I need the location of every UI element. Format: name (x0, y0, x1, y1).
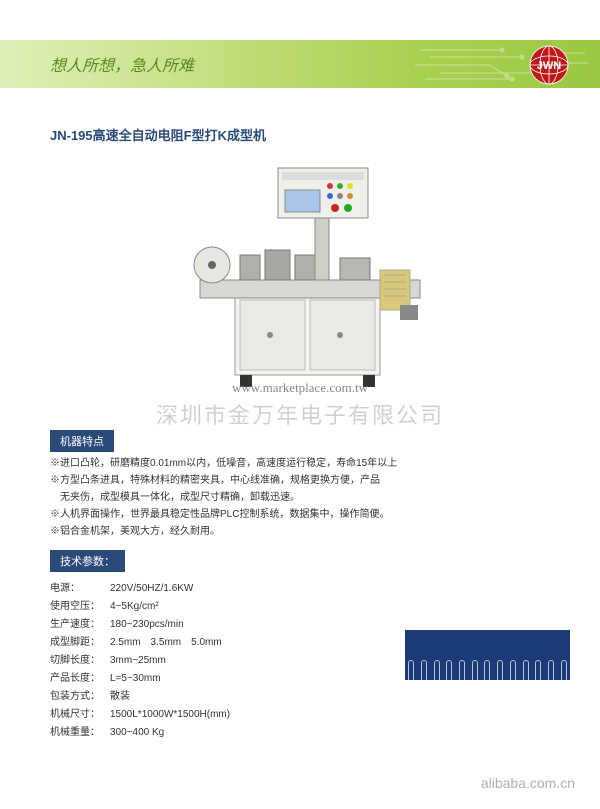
feature-line: ※进口凸轮，研磨精度0.01mm以内，低噪音，高速度运行稳定，寿命15年以上 (50, 455, 530, 472)
header-band: 想人所想，急人所难 JWN (0, 40, 600, 88)
svg-text:JWN: JWN (537, 60, 562, 72)
features-list: ※进口凸轮，研磨精度0.01mm以内，低噪音，高速度运行稳定，寿命15年以上 ※… (50, 455, 530, 540)
feature-line: 无夹伤，成型模具一体化，成型尺寸精确，卸载迅速。 (50, 489, 530, 506)
spec-row: 机械重量：300~400 Kg (50, 724, 350, 742)
spec-row: 使用空压：4~5Kg/cm² (50, 598, 350, 616)
specs-list: 电源：220V/50HZ/1.6KW 使用空压：4~5Kg/cm² 生产速度：1… (50, 580, 350, 742)
spec-row: 产品长度：L=5~30mm (50, 670, 350, 688)
footer-url: alibaba.com.cn (481, 775, 575, 791)
watermark-company: 深圳市金万年电子有限公司 (0, 398, 600, 430)
product-title: JN-195高速全自动电阻F型打K成型机 (50, 125, 266, 144)
spec-row: 生产速度：180~230pcs/min (50, 616, 350, 634)
watermark-url: www.marketplace.com.tw (0, 380, 600, 396)
spec-row: 机械尺寸：1500L*1000W*1500H(mm) (50, 706, 350, 724)
sample-output-image (405, 630, 570, 680)
features-heading: 机器特点 (50, 430, 114, 452)
spec-row: 切脚长度：3mm~25mm (50, 652, 350, 670)
feature-line: ※人机界面操作，世界最具稳定性品牌PLC控制系统，数据集中，操作简便。 (50, 506, 530, 523)
feature-line: ※铝合金机架，美观大方，经久耐用。 (50, 523, 530, 540)
feature-line: ※方型凸条进具，特殊材料的精密夹具，中心线准确，规格更换方便，产品 (50, 472, 530, 489)
specs-heading: 技术参数： (50, 550, 125, 572)
spec-row: 电源：220V/50HZ/1.6KW (50, 580, 350, 598)
jwn-logo: JWN (528, 44, 570, 86)
machine-image (140, 150, 460, 390)
spec-row: 包装方式：散装 (50, 688, 350, 706)
tagline: 想人所想，急人所难 (50, 52, 194, 76)
spec-row: 成型脚距：2.5mm 3.5mm 5.0mm (50, 634, 350, 652)
